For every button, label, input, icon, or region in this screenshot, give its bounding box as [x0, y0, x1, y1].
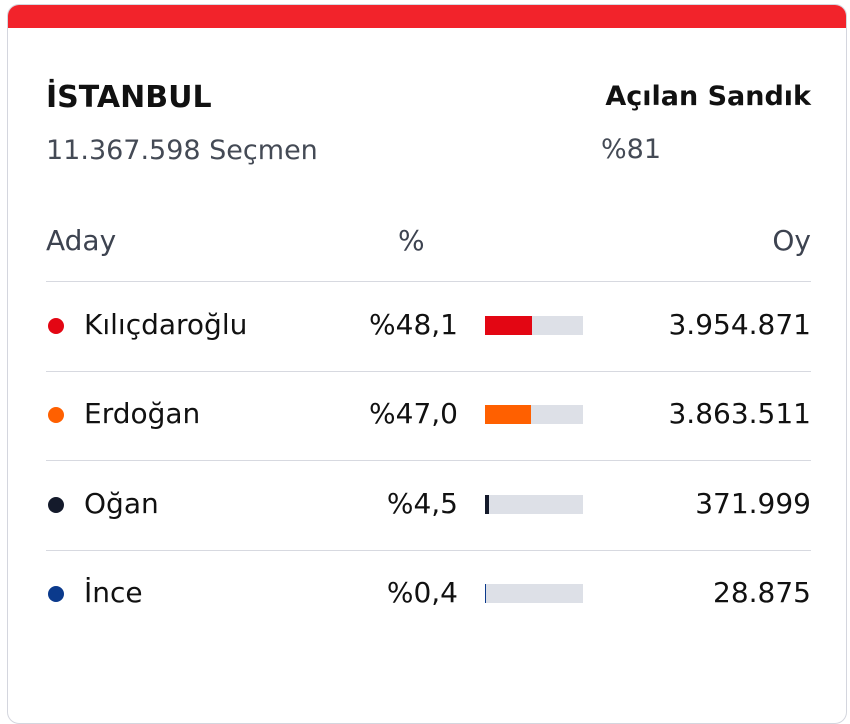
vote-count: 28.875 — [713, 579, 811, 607]
candidate-name: Erdoğan — [84, 400, 200, 428]
bar-track — [485, 405, 583, 424]
percent-label: %4,5 — [387, 490, 458, 518]
percent-bar — [485, 316, 532, 335]
column-header: % — [398, 227, 425, 255]
opened-value: %81 — [601, 136, 661, 163]
separator — [46, 550, 811, 551]
candidate-dot — [48, 497, 64, 513]
percent-label: %47,0 — [369, 400, 458, 428]
bar-track — [485, 316, 583, 335]
vote-count: 3.954.871 — [668, 311, 811, 339]
percent-label: %48,1 — [369, 311, 458, 339]
percent-bar — [485, 405, 531, 424]
opened-label: Açılan Sandık — [605, 83, 811, 110]
separator — [46, 460, 811, 461]
candidate-dot — [48, 318, 64, 334]
separator — [46, 281, 811, 282]
result-card: İSTANBUL 11.367.598 Seçmen Açılan Sandık… — [7, 4, 847, 724]
candidate-dot — [48, 407, 64, 423]
voter-count: 11.367.598 Seçmen — [46, 137, 318, 164]
candidate-name: İnce — [84, 579, 143, 607]
bar-track — [485, 495, 583, 514]
candidate-name: Oğan — [84, 490, 159, 518]
vote-count: 371.999 — [695, 490, 811, 518]
candidate-dot — [48, 586, 64, 602]
city-title: İSTANBUL — [46, 83, 212, 113]
bar-track — [485, 584, 583, 603]
vote-count: 3.863.511 — [668, 400, 811, 428]
percent-label: %0,4 — [387, 579, 458, 607]
top-bar — [8, 5, 846, 28]
column-header: Aday — [46, 227, 116, 255]
column-header: Oy — [772, 227, 811, 255]
candidate-name: Kılıçdaroğlu — [84, 311, 247, 339]
percent-bar — [485, 495, 489, 514]
separator — [46, 371, 811, 372]
